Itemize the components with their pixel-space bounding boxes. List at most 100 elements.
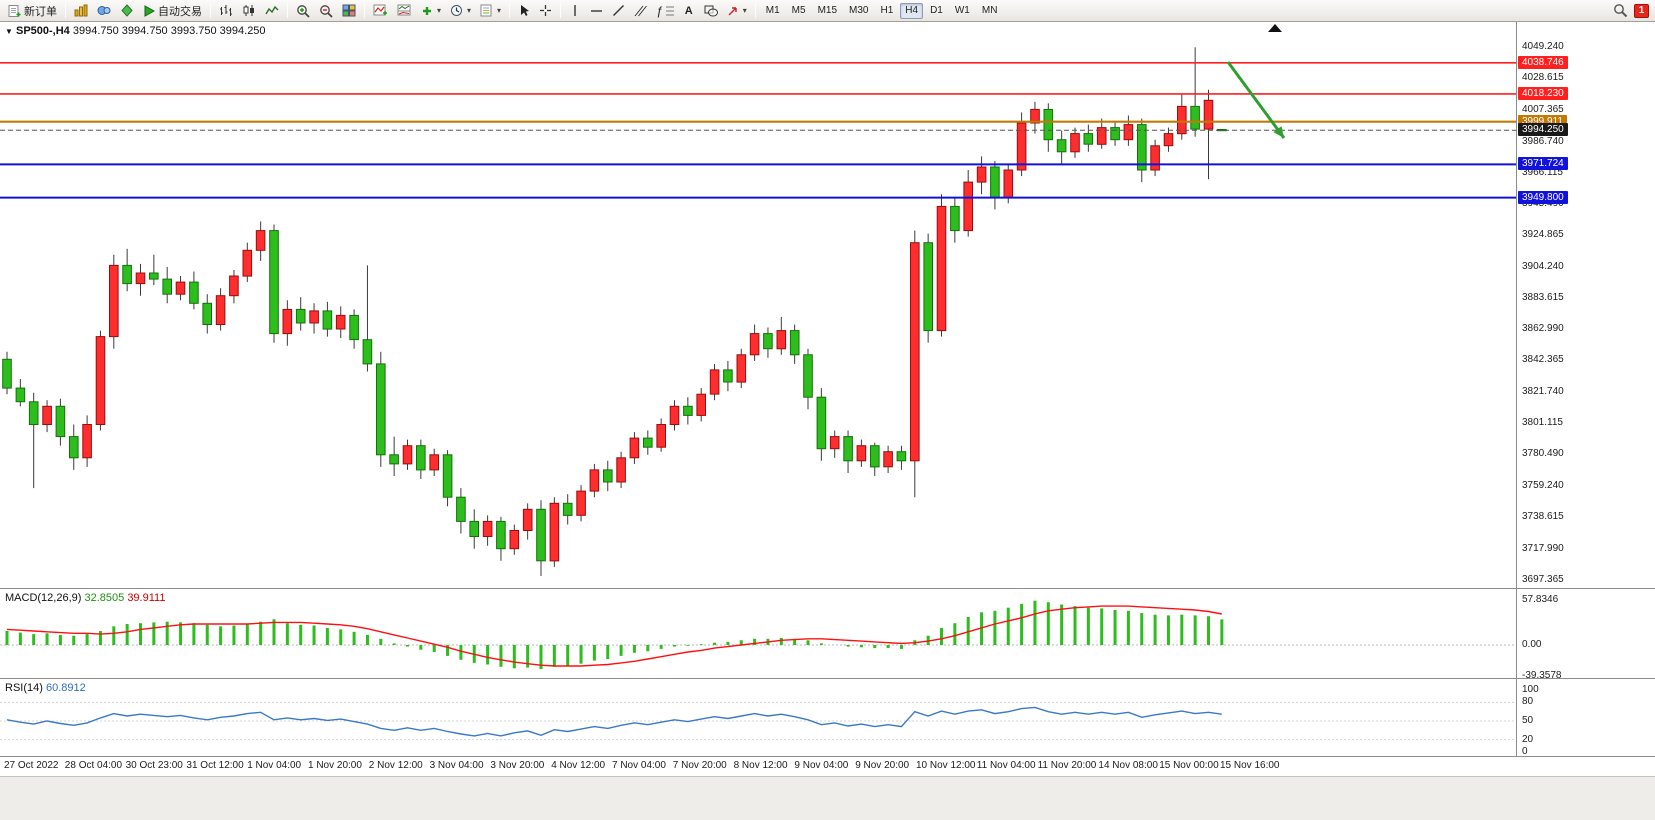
vertical-line-button[interactable] bbox=[565, 2, 585, 20]
data-window-button[interactable] bbox=[93, 2, 115, 20]
template-button[interactable]: ▾ bbox=[476, 2, 505, 20]
macd-header: MACD(12,26,9) 32.8505 39.9111 bbox=[5, 592, 165, 604]
timeframe-button-w1[interactable]: W1 bbox=[954, 4, 970, 16]
price-level-badge: 3994.250 bbox=[1518, 123, 1568, 137]
fibonacci-button[interactable]: ƒ bbox=[652, 2, 678, 20]
new-chart-button[interactable]: ▾ bbox=[417, 2, 445, 20]
fibonacci-icon: ƒ bbox=[656, 3, 663, 18]
rsi-name: RSI(14) bbox=[5, 682, 43, 694]
price-tick: 3801.115 bbox=[1522, 416, 1563, 428]
zoom-in-icon bbox=[296, 4, 310, 18]
horizontal-line-button[interactable] bbox=[586, 2, 607, 20]
toolbar-separator bbox=[210, 3, 211, 18]
time-label: 9 Nov 20:00 bbox=[855, 760, 910, 771]
macd-main-value: 32.8505 bbox=[84, 592, 125, 604]
candlestick-icon bbox=[242, 4, 256, 17]
auto-trading-button[interactable]: 自动交易 bbox=[139, 2, 206, 20]
price-tick: 3883.615 bbox=[1522, 291, 1564, 303]
price-tick: 3780.490 bbox=[1522, 448, 1564, 460]
indicator-window-icon bbox=[397, 4, 412, 17]
time-label: 14 Nov 08:00 bbox=[1098, 760, 1158, 771]
channel-button[interactable] bbox=[630, 2, 651, 20]
time-axis[interactable]: 27 Oct 2022 28 Oct 04:00 30 Oct 23:00 31 Oc… bbox=[0, 757, 1655, 776]
candlestick-button[interactable] bbox=[238, 2, 260, 20]
macd-tick: -39.3578 bbox=[1522, 669, 1562, 681]
bar-chart-button[interactable] bbox=[215, 2, 237, 20]
time-label: 11 Nov 20:00 bbox=[1037, 760, 1097, 771]
rsi-canvas bbox=[0, 701, 1516, 741]
clock-icon bbox=[450, 4, 463, 17]
toolbar-separator bbox=[364, 3, 365, 18]
price-scale-divider bbox=[1516, 22, 1517, 756]
rsi-header: RSI(14) 60.8912 bbox=[5, 682, 86, 694]
crosshair-button[interactable] bbox=[535, 2, 556, 20]
rsi-scale[interactable]: 100 80 50 20 0 bbox=[1517, 679, 1655, 757]
timeframe-button-h1[interactable]: H1 bbox=[880, 4, 894, 16]
time-label: 1 Nov 04:00 bbox=[247, 760, 302, 771]
zoom-out-button[interactable] bbox=[315, 2, 337, 20]
macd-panel[interactable]: MACD(12,26,9) 32.8505 39.9111 bbox=[0, 589, 1516, 678]
price-tick: 3945.490 bbox=[1522, 198, 1564, 210]
price-chart[interactable]: ▼ SP500-,H4 3994.750 3994.750 3993.750 3… bbox=[0, 22, 1516, 588]
shapes-icon bbox=[704, 4, 718, 17]
time-label: 30 Oct 23:00 bbox=[125, 760, 183, 771]
macd-panel-divider[interactable] bbox=[0, 588, 1655, 589]
chart-header: ▼ SP500-,H4 3994.750 3994.750 3993.750 3… bbox=[5, 25, 266, 37]
time-label: 9 Nov 04:00 bbox=[794, 760, 849, 771]
market-watch-button[interactable] bbox=[70, 2, 92, 20]
search-icon[interactable] bbox=[1613, 3, 1628, 18]
line-chart-button[interactable] bbox=[261, 2, 283, 20]
indicator-window-button[interactable] bbox=[393, 2, 416, 20]
rsi-value: 60.8912 bbox=[45, 682, 86, 694]
time-label: 11 Nov 04:00 bbox=[976, 760, 1036, 771]
price-tick: 3904.240 bbox=[1522, 260, 1564, 272]
cursor-button[interactable] bbox=[514, 2, 534, 20]
notification-badge[interactable]: 1 bbox=[1634, 3, 1649, 18]
arrows-tool-button[interactable]: ▾ bbox=[723, 2, 751, 20]
period-button[interactable]: ▾ bbox=[446, 2, 475, 20]
text-tool-icon: A bbox=[684, 4, 693, 17]
time-label: 7 Nov 20:00 bbox=[672, 760, 727, 771]
macd-scale[interactable]: 57.8346 0.00 -39.3578 bbox=[1517, 589, 1655, 681]
time-label: 15 Nov 00:00 bbox=[1159, 760, 1219, 771]
timeframe-button-m5[interactable]: M5 bbox=[791, 4, 806, 16]
timeframe-group: M1 M5 M15 M30 H1 H4 D1 W1 MN bbox=[760, 2, 1004, 19]
timeframe-button-m15[interactable]: M15 bbox=[817, 4, 838, 16]
price-tick: 3759.240 bbox=[1522, 480, 1564, 492]
shapes-button[interactable] bbox=[700, 2, 722, 20]
indicators-button[interactable] bbox=[369, 2, 392, 20]
navigator-button[interactable] bbox=[116, 2, 138, 20]
time-label: 3 Nov 04:00 bbox=[429, 760, 484, 771]
price-chart-canvas[interactable] bbox=[0, 22, 1516, 588]
new-order-button[interactable]: 新订单 bbox=[4, 2, 61, 20]
timeframe-button-mn[interactable]: MN bbox=[981, 4, 998, 16]
price-level-badge: 3949.800 bbox=[1518, 190, 1568, 204]
collapse-icon[interactable]: ▼ bbox=[5, 27, 13, 36]
timeframe-button-h4[interactable]: H4 bbox=[900, 2, 924, 19]
data-window-icon bbox=[97, 4, 111, 17]
timeframe-button-m30[interactable]: M30 bbox=[849, 4, 869, 16]
price-scale[interactable]: 4049.240 4028.615 4007.365 3986.740 3966.115… bbox=[1517, 22, 1655, 588]
price-tick: 3738.615 bbox=[1522, 511, 1564, 523]
timeframe-button-d1[interactable]: D1 bbox=[930, 4, 943, 16]
tile-windows-button[interactable] bbox=[338, 2, 360, 20]
zoom-in-button[interactable] bbox=[292, 2, 314, 20]
price-tick: 3842.365 bbox=[1522, 354, 1564, 366]
timeframe-button-m1[interactable]: M1 bbox=[765, 4, 780, 16]
price-tick: 4028.615 bbox=[1522, 72, 1564, 84]
text-tool-button[interactable]: A bbox=[679, 2, 699, 20]
price-tick: 3862.990 bbox=[1522, 323, 1564, 335]
bar-chart-icon bbox=[219, 4, 233, 17]
rsi-panel[interactable]: RSI(14) 60.8912 bbox=[0, 679, 1516, 756]
price-tick: 3821.740 bbox=[1522, 385, 1564, 397]
price-tick: 3966.115 bbox=[1522, 166, 1563, 178]
time-label: 1 Nov 20:00 bbox=[308, 760, 362, 771]
rsi-panel-divider[interactable] bbox=[0, 678, 1655, 679]
line-chart-icon bbox=[265, 4, 279, 17]
horizontal-line-icon bbox=[590, 6, 603, 16]
new-chart-icon bbox=[421, 5, 433, 17]
time-label: 15 Nov 16:00 bbox=[1220, 760, 1280, 771]
new-order-icon bbox=[8, 4, 21, 18]
new-order-label: 新订单 bbox=[24, 5, 57, 18]
trendline-button[interactable] bbox=[608, 2, 629, 20]
